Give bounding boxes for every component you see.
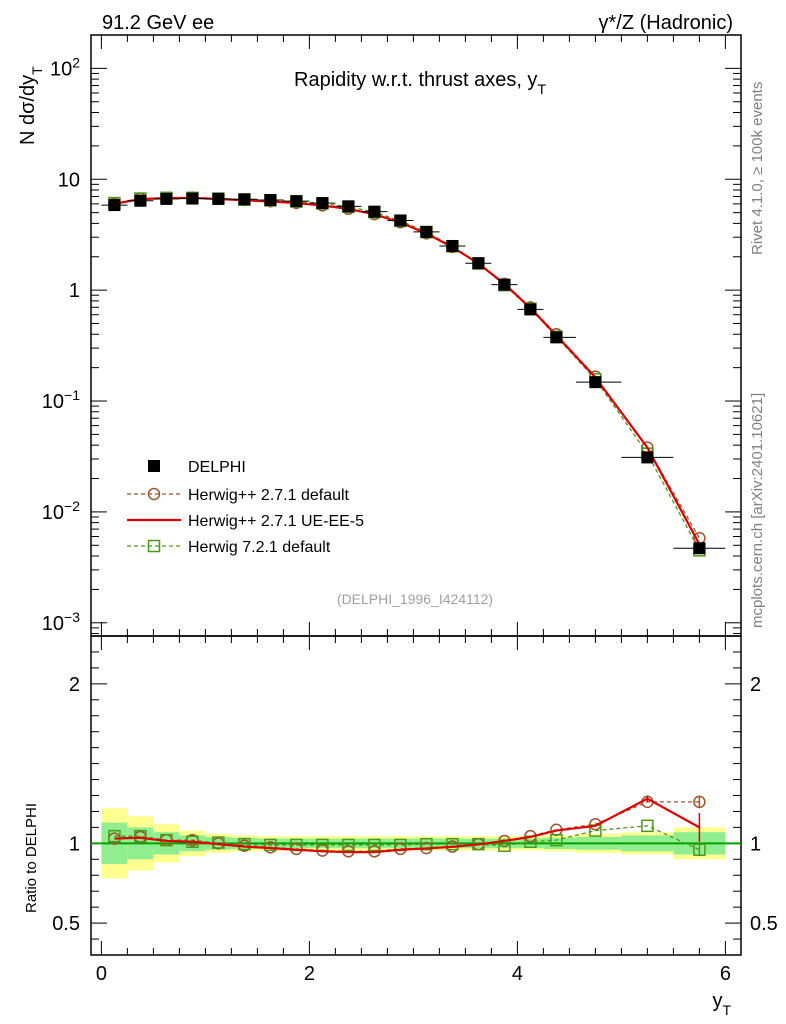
analysis-label: (DELPHI_1996_I424112) xyxy=(337,591,493,607)
x-tick-label: 0 xyxy=(96,963,107,985)
main-y-axis-label: N dσ/dyT xyxy=(17,66,45,145)
rivet-version-label: Rivet 4.1.0, ≥ 100k events xyxy=(749,82,766,255)
ratio-y-axis-label: Ratio to DELPHI xyxy=(23,803,40,913)
data-point-delphi xyxy=(472,257,485,270)
y-tick-label: 10 xyxy=(58,169,80,191)
ratio-y-tick-label-left: 1 xyxy=(69,833,80,855)
ratio-point-herwig-7-2-1-default xyxy=(368,838,381,852)
data-point-delphi xyxy=(446,240,459,253)
main-plot-frame: 10−3 10−2 10−1 1 10 102 xyxy=(42,34,742,637)
ratio-point-herwig-7-2-1-default xyxy=(108,829,121,843)
y-tick-label: 102 xyxy=(50,54,80,80)
legend-label-herwig-7-2-1-default: Herwig 7.2.1 default xyxy=(188,539,331,556)
data-point-delphi xyxy=(186,192,199,205)
ratio-point-herwig-7-2-1-default xyxy=(641,819,654,833)
ratio-y-tick-label-right: 2 xyxy=(750,674,761,696)
data-point-delphi xyxy=(264,194,277,207)
ratio-point-herwig-7-2-1-default xyxy=(420,837,433,851)
data-point-delphi xyxy=(589,376,602,389)
data-point-delphi xyxy=(641,451,654,464)
ratio-plot-border xyxy=(90,635,742,956)
header-process-label: γ*/Z (Hadronic) xyxy=(599,12,733,34)
data-point-delphi xyxy=(238,193,251,206)
mcplots-label: mcplots.cern.ch [arXiv:2401.10621] xyxy=(749,393,766,628)
legend: DELPHI Herwig++ 2.7.1 default Herwig++ 2.7… xyxy=(127,459,364,556)
data-point-delphi xyxy=(420,225,433,238)
ratio-plot-series xyxy=(108,795,706,858)
x-tick-label: 4 xyxy=(512,963,523,985)
legend-marker-herwig-7-2-1-default xyxy=(147,539,161,553)
legend-marker-herwig-2-7-1-default xyxy=(147,487,161,501)
y-tick-label: 1 xyxy=(69,280,80,302)
y-tick-label: 10−2 xyxy=(42,498,80,524)
data-point-delphi xyxy=(290,195,303,208)
ratio-point-herwig-7-2-1-default xyxy=(550,833,563,847)
ratio-point-herwig-7-2-1-default xyxy=(134,829,147,843)
data-point-delphi xyxy=(134,194,147,207)
data-point-delphi xyxy=(160,192,173,205)
data-point-delphi xyxy=(498,278,511,291)
legend-label-herwig-2-7-1-default: Herwig++ 2.7.1 default xyxy=(188,487,350,504)
ratio-point-herwig-2-7-1-default xyxy=(589,817,602,831)
y-tick-label: 10−1 xyxy=(42,387,80,413)
ratio-y-tick-label-left: 0.5 xyxy=(52,913,80,935)
data-point-delphi xyxy=(342,200,355,213)
x-axis-label: yT xyxy=(712,990,731,1018)
header-energy-label: 91.2 GeV ee xyxy=(102,12,214,34)
data-point-delphi xyxy=(108,199,121,212)
data-point-delphi xyxy=(394,214,407,227)
ratio-point-herwig-7-2-1-default xyxy=(446,837,459,851)
ratio-point-herwig-7-2-1-default xyxy=(693,843,706,856)
y-tick-label: 10−3 xyxy=(42,609,80,635)
x-tick-label: 2 xyxy=(304,963,315,985)
data-point-delphi xyxy=(524,303,537,316)
ratio-point-herwig-7-2-1-default xyxy=(238,837,251,851)
ratio-line-herwig-2-7-1-ue-ee-5 xyxy=(114,797,700,854)
ratio-point-herwig-7-2-1-default xyxy=(264,838,277,852)
data-point-delphi xyxy=(550,331,563,344)
data-point-delphi xyxy=(693,542,706,555)
data-point-delphi xyxy=(212,192,225,205)
ratio-y-tick-label-right: 0.5 xyxy=(750,913,778,935)
ratio-point-herwig-2-7-1-default xyxy=(693,795,706,809)
legend-label-delphi: DELPHI xyxy=(188,459,246,476)
main-plot-series xyxy=(101,191,726,557)
legend-label-herwig-2-7-1-ue-ee-5: Herwig++ 2.7.1 UE-EE-5 xyxy=(188,513,364,530)
x-tick-label: 6 xyxy=(720,963,731,985)
ratio-y-tick-label-right: 1 xyxy=(750,833,761,855)
data-point-delphi xyxy=(368,205,381,218)
legend-marker-delphi xyxy=(148,460,160,472)
plot-title: Rapidity w.r.t. thrust axes, yT xyxy=(294,69,546,97)
ratio-y-tick-label-left: 2 xyxy=(69,674,80,696)
data-point-delphi xyxy=(316,197,329,210)
ratio-point-herwig-7-2-1-default xyxy=(342,838,355,852)
